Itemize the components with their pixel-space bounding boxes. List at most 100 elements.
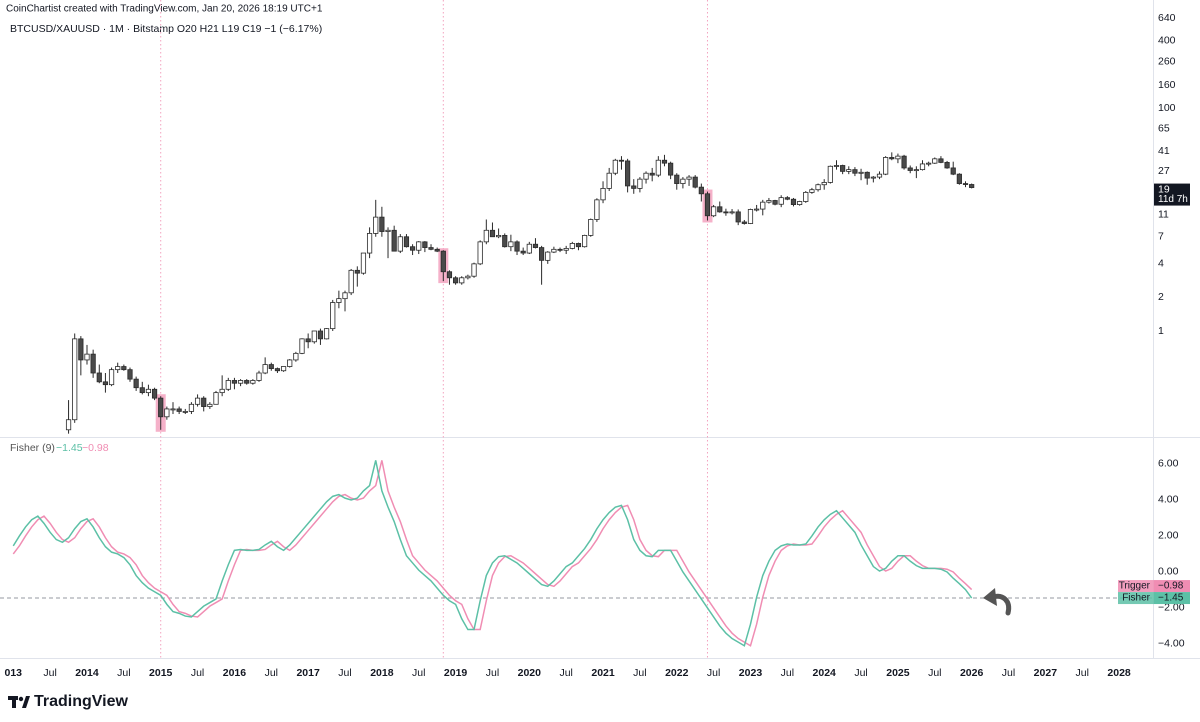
time-tick-label: 2019 [444, 667, 468, 679]
time-tick-label: 2015 [149, 667, 173, 679]
candle-body [188, 403, 195, 412]
candle-body [145, 388, 152, 394]
candle-body [489, 229, 496, 238]
candle-body [735, 211, 741, 223]
candle-body [600, 188, 606, 201]
indicator-line [12, 460, 973, 647]
candle-body [729, 211, 735, 214]
candle-body [373, 216, 379, 234]
candle-body [311, 330, 317, 343]
candle-body [612, 159, 618, 174]
indicator-tick-label: −4.00 [1158, 638, 1185, 650]
logo-stem [12, 696, 16, 708]
candle-body [747, 209, 754, 224]
indicator-tick-label: −2.00 [1158, 602, 1185, 614]
candle-body [434, 248, 440, 252]
candle-body [127, 369, 133, 380]
candle-body [440, 250, 446, 273]
candle-body [778, 197, 784, 205]
candle-body [514, 241, 520, 252]
logo-slash [22, 696, 30, 708]
candle-body [452, 277, 459, 284]
candle-body [864, 171, 870, 179]
time-tick-label: 2014 [75, 667, 99, 679]
candle-body [588, 219, 594, 236]
candle-body [674, 174, 680, 184]
price-tick-label: 160 [1158, 79, 1176, 91]
candle-body [446, 271, 453, 279]
candle-body [201, 397, 207, 407]
candle-body [164, 408, 170, 418]
last-price-label: 19 [1158, 183, 1170, 195]
time-tick-label: Jul [117, 667, 130, 679]
candle-body [385, 229, 391, 232]
candle-body [330, 302, 336, 330]
candle-body [790, 198, 797, 205]
candle-body [563, 248, 569, 251]
candle-body [950, 167, 956, 175]
candle-body [299, 338, 305, 354]
candle-body [471, 263, 477, 277]
candle-body [919, 163, 926, 171]
price-tick-label: 1 [1158, 325, 1164, 337]
legend-value: −0.98 [82, 442, 109, 454]
candle-body [502, 234, 508, 248]
candle-body [483, 229, 489, 243]
time-tick-label: 2027 [1034, 667, 1058, 679]
series-value-box [1154, 592, 1190, 605]
candle-body [606, 172, 612, 189]
indicator-tick-label: 0.00 [1158, 566, 1179, 578]
candle-body [84, 353, 90, 361]
candle-body [465, 275, 471, 279]
candle-body [698, 186, 704, 195]
candle-body [661, 159, 668, 164]
candle-body [219, 388, 225, 394]
time-tick-label: Jul [1076, 667, 1089, 679]
bar-countdown: 11d 7h [1158, 194, 1188, 205]
series-name: Trigger [1119, 581, 1151, 592]
candle-body [262, 364, 268, 374]
time-tick-label: 013 [5, 667, 23, 679]
candle-body [78, 338, 84, 361]
candle-body [231, 380, 238, 384]
time-tick-label: Jul [707, 667, 720, 679]
candle-body [403, 236, 410, 248]
candle-body [956, 173, 962, 184]
time-tick-label: Jul [191, 667, 204, 679]
candle-body [876, 173, 883, 178]
candle-body [102, 381, 109, 386]
candle-body [846, 169, 852, 172]
candle-body [840, 165, 846, 172]
candle-body [926, 162, 932, 165]
candle-body [870, 176, 876, 179]
candle-body [594, 199, 600, 220]
watermark: CoinChartist created with TradingView.co… [6, 4, 323, 15]
candle-body [115, 366, 121, 371]
time-tick-label: Jul [781, 667, 794, 679]
candle-body [784, 197, 790, 200]
symbol-header: BTCUSD/XAUUSD · 1M · Bitstamp O20 H21 L1… [10, 23, 322, 35]
indicator-tick-label: 2.00 [1158, 530, 1179, 542]
candle-body [944, 162, 950, 169]
candle-body [379, 216, 385, 232]
candle-body [827, 165, 833, 183]
candle-body [692, 176, 698, 188]
candle-body [895, 155, 901, 160]
candle-body [913, 169, 919, 172]
price-tick-label: 11 [1158, 209, 1169, 221]
price-tick-label: 260 [1158, 55, 1176, 67]
candle-body [625, 160, 631, 187]
indicator-tick-label: 6.00 [1158, 458, 1179, 470]
candle-body [532, 243, 539, 248]
time-tick-label: 2021 [591, 667, 615, 679]
time-tick-label: 2024 [813, 667, 837, 679]
candle-body [686, 176, 692, 180]
candle-body [96, 372, 102, 383]
candle-body [170, 408, 176, 411]
candle-body [858, 171, 864, 174]
candle-body [194, 397, 201, 405]
candle-body [551, 248, 557, 253]
time-tick-label: 2017 [296, 667, 320, 679]
candle-body [151, 388, 158, 399]
